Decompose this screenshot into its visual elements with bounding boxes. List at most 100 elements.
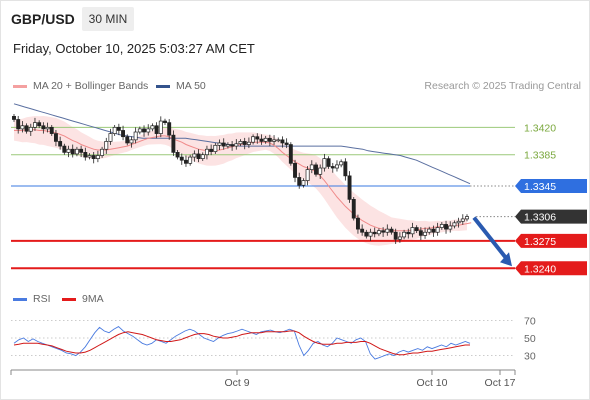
ma20-label: MA 20 + Bollinger Bands (33, 80, 149, 92)
candle-body (158, 120, 163, 134)
candle-body (465, 216, 469, 220)
candle-body (402, 231, 407, 238)
interval-button[interactable]: 30 MIN (82, 7, 134, 31)
candle-body (225, 144, 230, 147)
candle-body (397, 236, 402, 240)
candle-body (179, 156, 184, 161)
candle-body (213, 144, 218, 152)
candle-body (91, 155, 96, 159)
candle-body (196, 153, 201, 159)
ma20-line (14, 129, 472, 232)
level-label-1-3385: 1.3385 (524, 150, 556, 162)
candle-body (393, 231, 398, 240)
candle-body (70, 148, 75, 155)
candle-body (83, 152, 88, 158)
candle-body (74, 148, 79, 155)
candle-body (456, 220, 461, 224)
level-tag-1-3306 (515, 209, 587, 224)
x-tick-label-Oct-17: Oct 17 (485, 377, 516, 389)
rsi-legend-label: RSI (33, 293, 51, 305)
candle-body (204, 148, 209, 156)
candle-body (150, 125, 155, 130)
legend-rsi: RSI (13, 293, 51, 305)
candle-body (431, 228, 436, 233)
research-credit: Research © 2025 Trading Central (424, 80, 581, 92)
candle-body (12, 116, 16, 120)
candle-body (255, 136, 260, 140)
candle-body (234, 143, 239, 147)
candle-body (360, 228, 365, 233)
x-tick-label-Oct-9: Oct 9 (224, 377, 249, 389)
legend-ma50: MA 50 (156, 80, 206, 92)
candle-body (104, 141, 109, 150)
candle-body (259, 138, 264, 142)
rsi-ma-legend-label: 9MA (82, 293, 104, 305)
ma50-line (13, 103, 471, 185)
candle-body (175, 152, 180, 158)
level-label-1-3306: 1.3306 (524, 212, 556, 224)
candle-body (221, 142, 226, 147)
candle-body (242, 141, 247, 145)
candle-body (368, 231, 373, 237)
candle-body (280, 139, 285, 144)
candle-body (230, 144, 235, 147)
bollinger-band (14, 116, 467, 246)
candle-body (263, 137, 268, 142)
candle-body (188, 156, 193, 164)
candle-body (53, 133, 58, 142)
candle-body (335, 164, 339, 169)
candle-body (20, 125, 25, 130)
candle-body (444, 224, 448, 230)
candle-body (100, 148, 105, 156)
candle-body (267, 137, 272, 142)
level-tag-1-3345 (515, 179, 587, 194)
candle-body (364, 231, 369, 237)
rsi-swatch (13, 297, 27, 301)
candle-body (33, 122, 37, 128)
level-tag-1-3275 (515, 233, 587, 248)
candle-body (184, 159, 188, 164)
rsi-level-label-30: 30 (524, 351, 536, 363)
candle-body (309, 164, 314, 170)
candle-body (108, 133, 113, 142)
candle-body (372, 231, 377, 235)
ma50-label: MA 50 (176, 80, 206, 92)
candle-body (435, 227, 440, 233)
candle-body (142, 128, 146, 133)
candle-body (322, 158, 327, 169)
candle-body (288, 144, 293, 164)
candle-body (200, 154, 205, 159)
candle-body (406, 231, 411, 235)
candle-body (381, 230, 386, 233)
candle-body (330, 166, 335, 169)
candle-body (355, 217, 360, 230)
legend-ma20: MA 20 + Bollinger Bands (13, 80, 148, 92)
rsi-level-label-70: 70 (524, 315, 536, 327)
candle-body (209, 148, 214, 152)
datetime-label: Friday, October 10, 2025 5:03:27 AM CET (13, 41, 255, 56)
candle-body (58, 141, 63, 147)
candle-body (66, 148, 71, 153)
candle-body (376, 230, 381, 235)
candle-body (112, 126, 117, 134)
rsi-ma-line (13, 330, 470, 356)
ma50-swatch (156, 84, 170, 88)
candle-body (418, 230, 423, 236)
candle-body (414, 227, 419, 232)
candle-body (163, 120, 167, 123)
candle-body (460, 218, 465, 222)
candle-body (427, 228, 432, 233)
candle-body (314, 164, 318, 175)
candle-body (251, 136, 256, 143)
rsi-ma-swatch (62, 297, 76, 301)
candle-body (79, 148, 84, 153)
forecast-arrow-head (500, 252, 512, 267)
x-tick-label-Oct-10: Oct 10 (417, 377, 448, 389)
candle-body (45, 126, 50, 130)
rsi-level-label-50: 50 (524, 333, 536, 345)
candle-body (293, 162, 297, 178)
candle-body (95, 155, 100, 159)
candle-body (217, 142, 222, 146)
candle-body (171, 134, 176, 153)
